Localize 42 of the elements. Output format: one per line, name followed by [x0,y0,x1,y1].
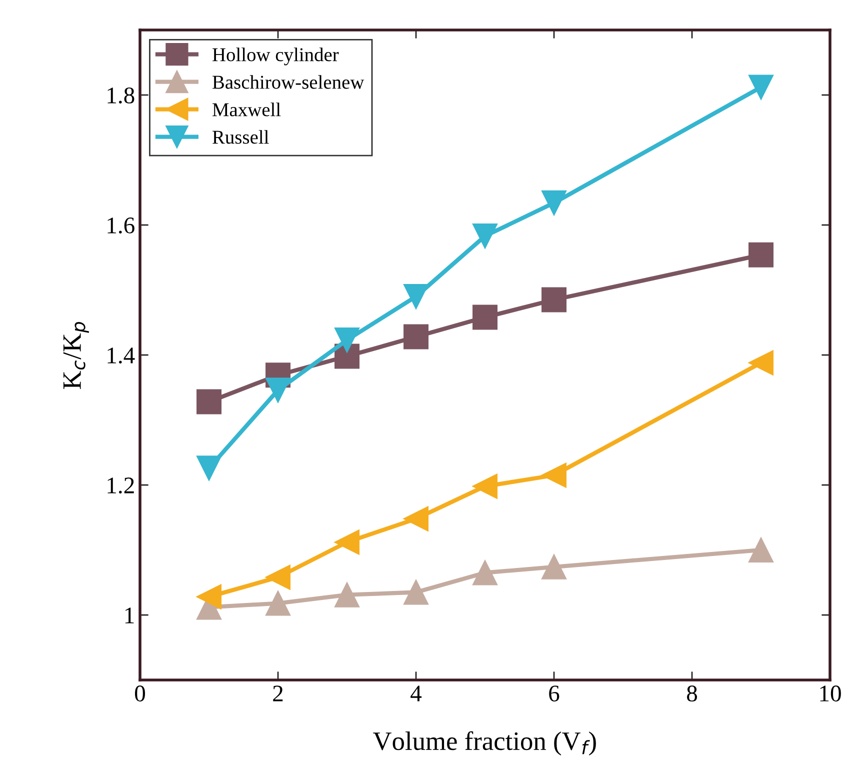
x-axis-title: Volume fraction (V$_{f}$) [373,731,596,756]
y-tick-label: 1.4 [108,348,135,364]
point [542,190,566,216]
point [266,378,290,403]
point [196,389,222,414]
point [542,554,566,580]
x-tick-label: 8 [686,686,698,702]
point [334,530,360,555]
y-tick-label: 1 [125,608,134,624]
point [404,506,428,532]
point [748,74,774,100]
point [266,590,290,616]
legend-label: Maxwell [212,102,281,116]
legend-label: Hollow cylinder [212,48,339,66]
y-tick-label: 1.6 [108,218,134,234]
y-axis-title: K$_{c}$/K$_{p}$ [63,322,89,389]
x-tick-label: 4 [410,686,422,702]
x-tick-label: 2 [273,686,283,702]
legend-label: Russell [212,130,269,144]
point [748,538,774,562]
x-tick-label: 0 [134,686,146,702]
y-tick-label: 1.8 [108,87,134,104]
point [472,560,498,586]
point [334,582,360,608]
point [472,224,498,249]
point [196,456,222,481]
point [472,304,498,330]
point [472,474,498,499]
y-tick-label: 1.2 [108,478,134,494]
point [266,564,290,590]
point [404,580,428,605]
point [404,284,428,309]
x-tick-label: 10 [820,686,841,702]
legend-label: Baschirow-selenew [212,75,364,89]
point [196,584,222,610]
point [542,287,566,312]
x-tick-label: 6 [549,686,560,702]
point [404,324,428,350]
point [542,462,566,488]
point [334,328,360,353]
point [748,242,774,268]
point [748,350,774,376]
